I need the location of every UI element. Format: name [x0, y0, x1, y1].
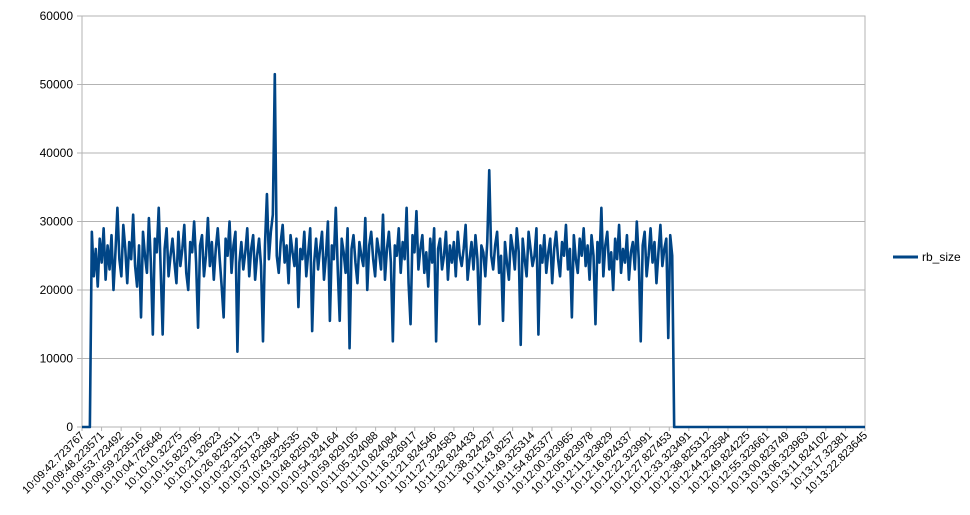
- y-tick-label: 0: [66, 420, 73, 434]
- y-tick-label: 10000: [40, 352, 74, 366]
- y-tick-label: 20000: [40, 283, 74, 297]
- legend-label: rb_size: [922, 250, 961, 264]
- y-tick-label: 50000: [40, 78, 74, 92]
- series-layer: [82, 72, 865, 429]
- y-tick-label: 40000: [40, 146, 74, 160]
- series-line-rb-size: [82, 72, 865, 429]
- x-axis-ticks: 10:09:42.72376710:09:48.22357110:09:53.7…: [20, 427, 870, 497]
- grid-lines: [81, 15, 866, 428]
- y-tick-label: 60000: [40, 9, 74, 23]
- y-axis-ticks: 0 10000 20000 30000 40000 50000 60000: [40, 9, 82, 434]
- legend: rb_size: [893, 250, 961, 264]
- y-tick-label: 30000: [40, 215, 74, 229]
